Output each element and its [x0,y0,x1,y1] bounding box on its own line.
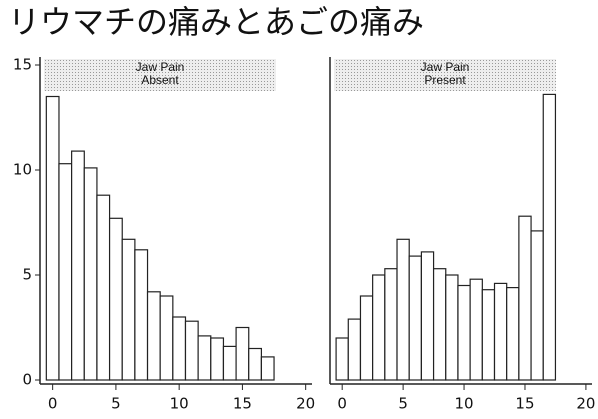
bar [58,163,73,381]
x-tick-label: 10 [170,395,189,413]
bar [445,274,459,381]
bar [235,326,250,381]
bar [159,295,174,381]
bar [396,238,410,381]
bar [506,287,520,381]
y-tick-label: 15 [13,56,32,74]
bar [197,335,212,381]
strip-label: Jaw Pain [136,60,185,74]
bar [260,356,275,381]
bar [134,249,149,381]
bar [45,95,60,381]
strip-label: Jaw Pain [421,60,470,74]
chart-title: リウマチの痛みとあごの痛み [8,3,424,41]
x-tick-label: 0 [48,395,58,413]
bar [469,278,483,381]
bar [172,316,187,381]
y-tick-label: 10 [13,161,32,179]
bar [121,238,136,381]
bar [71,150,85,381]
bar [83,167,98,381]
strip-background [44,59,276,91]
bar [542,93,557,381]
bar [493,282,508,381]
bar [347,318,362,381]
y-tick-label: 0 [22,371,32,389]
strip-background [334,59,556,91]
bar [210,337,225,381]
strip-label: Present [424,73,466,87]
bar [432,268,447,381]
bar [420,251,435,381]
bar [457,284,471,381]
x-tick-label: 15 [515,395,534,413]
bar [96,194,111,381]
x-tick-label: 10 [454,395,473,413]
bar [518,215,532,381]
x-tick-label: 5 [398,395,408,413]
bar [335,337,349,381]
bar [408,255,422,381]
x-tick-label: 15 [233,395,252,413]
x-tick-label: 20 [576,395,595,413]
bar [359,295,374,381]
x-tick-label: 5 [111,395,121,413]
bar [530,230,544,381]
bar [184,320,199,381]
bar [384,268,398,381]
bar [481,289,496,381]
bar [372,274,386,381]
x-tick-label: 20 [296,395,315,413]
bar [222,345,237,381]
bar [146,291,161,381]
bar [108,217,123,381]
y-tick-label: 5 [22,266,32,284]
x-tick-label: 0 [337,395,347,413]
bar [248,347,262,381]
strip-label: Absent [141,73,179,87]
